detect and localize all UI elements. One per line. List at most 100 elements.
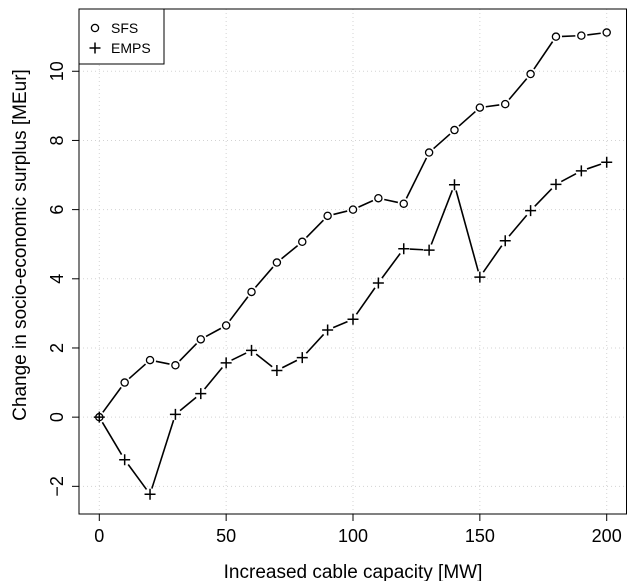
sfs-line-segment: [458, 110, 476, 127]
emps-line-segment: [179, 396, 197, 412]
sfs-point: [120, 378, 129, 387]
sfs-point: [272, 258, 282, 267]
sfs-line-segment: [281, 244, 299, 260]
emps-line-segment: [534, 188, 553, 207]
sfs-line-segment: [384, 198, 399, 204]
emps-line-segment: [455, 190, 480, 272]
sfs-line-segment: [587, 32, 601, 36]
sfs-point: [196, 335, 206, 344]
sfs-line-segment: [561, 35, 576, 38]
emps-point: [575, 165, 587, 177]
emps-point: [601, 156, 613, 168]
sfs-point: [399, 199, 408, 208]
emps-point: [474, 271, 486, 283]
sfs-line-segment: [485, 104, 500, 108]
emps-line-segment: [409, 248, 424, 251]
legend-sfs-label: SFS: [111, 20, 138, 36]
emps-point: [448, 179, 460, 191]
sfs-line-segment: [433, 133, 451, 150]
emps-point: [169, 408, 181, 420]
legend-sfs-marker: [90, 23, 100, 33]
sfs-point: [475, 103, 485, 112]
legend: SFS EMPS: [78, 8, 165, 65]
sfs-point: [551, 32, 561, 41]
sfs-point: [424, 148, 434, 157]
sfs-point: [526, 69, 535, 79]
series-points-layer: [93, 28, 613, 500]
x-tick-label: 200: [592, 526, 622, 546]
sfs-point: [323, 211, 332, 221]
emps-point: [144, 488, 156, 500]
sfs-line-segment: [128, 363, 147, 380]
sfs-point: [374, 193, 383, 203]
emps-line-segment: [560, 172, 577, 183]
y-tick-label: 6: [47, 205, 67, 215]
emps-line-segment: [101, 421, 123, 455]
sfs-line-segment: [305, 219, 325, 239]
sfs-point: [221, 321, 231, 330]
series-lines-layer: [101, 32, 602, 490]
emps-line-segment: [203, 366, 223, 390]
emps-point: [271, 364, 283, 376]
sfs-line-segment: [358, 199, 374, 208]
legend-emps-label: EMPS: [111, 40, 151, 56]
emps-line-segment: [151, 419, 175, 489]
legend-box: [78, 8, 165, 65]
x-axis-title: Increased cable capacity [MW]: [224, 562, 483, 581]
sfs-line-segment: [254, 266, 274, 288]
y-tick-label: 2: [47, 343, 67, 353]
emps-line-segment: [231, 352, 247, 361]
sfs-line-segment: [102, 386, 122, 413]
emps-point: [423, 244, 435, 256]
emps-point: [220, 357, 232, 369]
sfs-point: [145, 355, 155, 365]
sfs-point: [247, 287, 256, 297]
sfs-line-segment: [229, 296, 249, 322]
sfs-line-segment: [155, 360, 170, 365]
emps-line-segment: [355, 287, 376, 315]
y-tick-label: 4: [47, 274, 67, 284]
emps-point: [322, 324, 334, 336]
emps-line-segment: [127, 464, 148, 490]
sfs-point: [577, 31, 586, 40]
emps-point: [93, 411, 105, 423]
emps-line-segment: [482, 245, 503, 273]
sfs-line-segment: [333, 210, 348, 216]
y-axis-title: Change in socio-economic surplus [MEur]: [10, 69, 31, 421]
emps-point: [525, 205, 537, 217]
sfs-point: [602, 28, 611, 37]
sfs-point: [500, 99, 510, 109]
emps-line-segment: [381, 253, 401, 279]
emps-line-segment: [508, 214, 528, 237]
y-tick-label: 0: [47, 412, 67, 422]
emps-line-segment: [586, 163, 602, 170]
sfs-line-segment: [533, 41, 554, 70]
sfs-point: [348, 205, 358, 214]
sfs-line-segment: [205, 327, 222, 338]
x-tick-label: 50: [216, 526, 236, 546]
emps-line-segment: [281, 359, 298, 369]
sfs-point: [171, 361, 180, 370]
emps-point: [550, 178, 562, 190]
grid-layer: [79, 9, 627, 514]
sfs-point: [298, 237, 307, 247]
emps-point: [119, 454, 131, 466]
y-tick-label: −2: [47, 476, 67, 497]
emps-line-segment: [332, 320, 348, 329]
axes-layer: 0 50 100 150 200 −2 0 2 4 6 8 10: [47, 8, 627, 546]
emps-point: [499, 235, 511, 247]
sfs-line-segment: [405, 157, 428, 199]
y-tick-label: 10: [47, 61, 67, 81]
emps-point: [372, 277, 384, 289]
emps-point: [246, 344, 258, 356]
x-tick-label: 100: [338, 526, 368, 546]
legend-emps-marker: [89, 42, 101, 54]
sfs-line-segment: [179, 343, 198, 362]
emps-line-segment: [305, 333, 325, 354]
emps-line-segment: [255, 353, 273, 368]
emps-point: [398, 243, 410, 255]
x-tick-label: 150: [465, 526, 495, 546]
emps-point: [296, 352, 308, 364]
